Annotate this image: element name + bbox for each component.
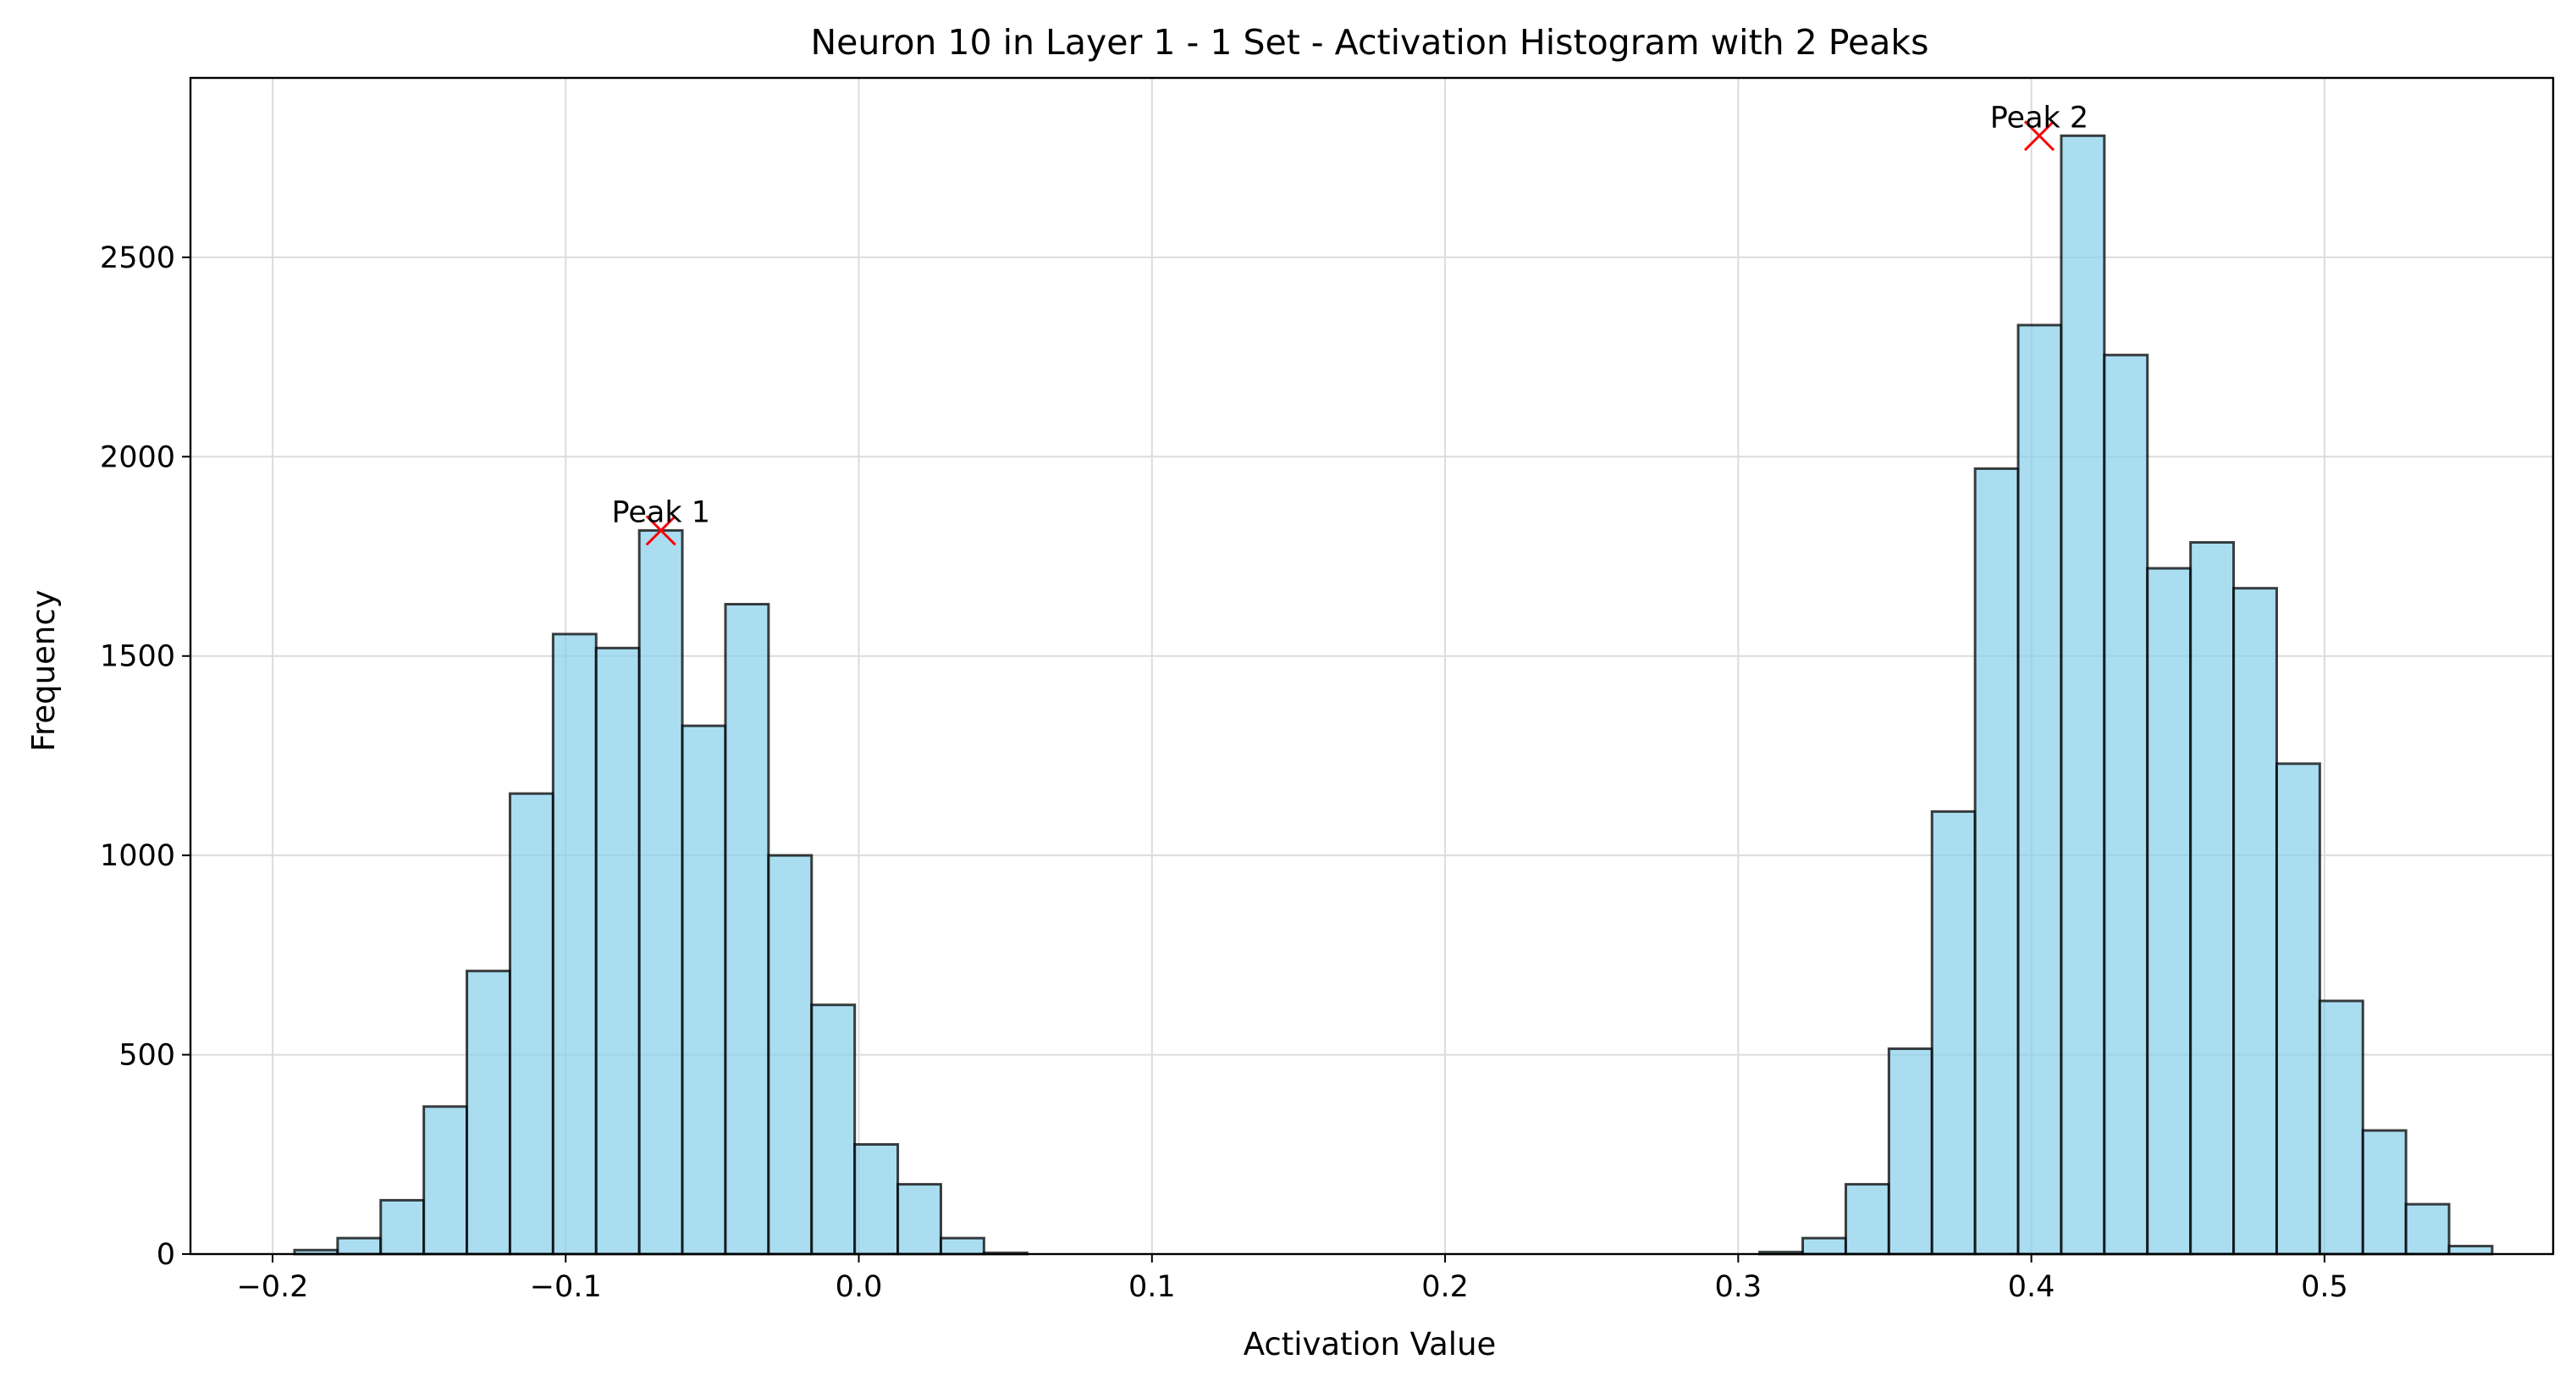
histogram-bar bbox=[767, 854, 814, 1256]
peak-marker bbox=[645, 515, 676, 546]
y-tick-label: 2500 bbox=[100, 241, 175, 275]
x-tick-label: 0.1 bbox=[1128, 1270, 1176, 1304]
x-tick-label: −0.1 bbox=[530, 1270, 602, 1304]
y-tick-label: 0 bbox=[157, 1238, 175, 1272]
histogram-bar bbox=[336, 1236, 383, 1256]
histogram-bar bbox=[2103, 353, 2149, 1256]
y-tick-label: 2000 bbox=[100, 440, 175, 474]
plot-frame bbox=[189, 76, 2555, 1256]
histogram-bar bbox=[2275, 762, 2321, 1256]
peak-label: Peak 1 bbox=[612, 495, 711, 529]
peak-label: Peak 2 bbox=[1990, 101, 2089, 135]
histogram-bar bbox=[939, 1236, 985, 1256]
histogram-bar bbox=[2146, 566, 2193, 1256]
histogram-bar bbox=[466, 970, 511, 1256]
histogram-bar bbox=[810, 1003, 857, 1256]
x-ticks: −0.2 −0.1 0.0 0.1 0.2 0.3 0.4 0.5 bbox=[236, 1254, 2348, 1304]
histogram-bar bbox=[1801, 1236, 1847, 1256]
peaks: Peak 1 Peak 2 bbox=[612, 101, 2089, 546]
histogram-bar bbox=[2016, 323, 2063, 1256]
histogram-bar bbox=[2060, 134, 2106, 1256]
y-tick-label: 1000 bbox=[100, 839, 175, 873]
x-tick-label: 0.3 bbox=[1715, 1270, 1762, 1304]
chart-title: Neuron 10 in Layer 1 - 1 Set - Activatio… bbox=[810, 22, 1928, 63]
x-tick-label: 0.0 bbox=[836, 1270, 883, 1304]
histogram-bar bbox=[1844, 1183, 1890, 1256]
histogram-bar bbox=[422, 1105, 469, 1256]
histogram-bar bbox=[681, 724, 727, 1256]
histogram-bar bbox=[594, 646, 641, 1256]
x-tick-label: 0.5 bbox=[2301, 1270, 2348, 1304]
histogram-bar bbox=[2447, 1245, 2494, 1256]
histogram-bar bbox=[1887, 1047, 1933, 1256]
axes bbox=[189, 76, 2555, 1256]
x-tick-label: 0.2 bbox=[1421, 1270, 1469, 1304]
histogram-bar bbox=[2318, 999, 2364, 1256]
y-axis-label: Frequency bbox=[25, 589, 62, 751]
histogram-bar bbox=[1930, 810, 1977, 1256]
y-tick-label: 1500 bbox=[100, 640, 175, 674]
histogram-bar bbox=[2361, 1129, 2408, 1256]
histogram-bar bbox=[853, 1143, 900, 1256]
x-tick-label: 0.4 bbox=[2008, 1270, 2055, 1304]
peak-marker-stroke bbox=[2023, 120, 2055, 152]
x-tick-label: −0.2 bbox=[236, 1270, 308, 1304]
x-axis-label: Activation Value bbox=[1244, 1326, 1497, 1362]
y-ticks: 0 500 1000 1500 2000 2500 bbox=[100, 241, 190, 1272]
histogram-bar bbox=[2404, 1202, 2451, 1256]
histogram-bar bbox=[551, 633, 598, 1256]
histogram-bar bbox=[896, 1183, 942, 1256]
histogram-bar bbox=[637, 528, 684, 1256]
histogram-bar bbox=[1973, 467, 2020, 1256]
histogram-bar bbox=[2189, 541, 2236, 1256]
histogram-bar bbox=[508, 792, 554, 1256]
bars bbox=[293, 134, 2494, 1256]
peak-marker-stroke bbox=[645, 515, 676, 546]
histogram-bar bbox=[379, 1198, 426, 1256]
y-tick-label: 500 bbox=[119, 1039, 175, 1073]
peak-marker bbox=[2023, 120, 2055, 152]
histogram-bar bbox=[724, 603, 770, 1256]
histogram-bar bbox=[2232, 587, 2278, 1256]
